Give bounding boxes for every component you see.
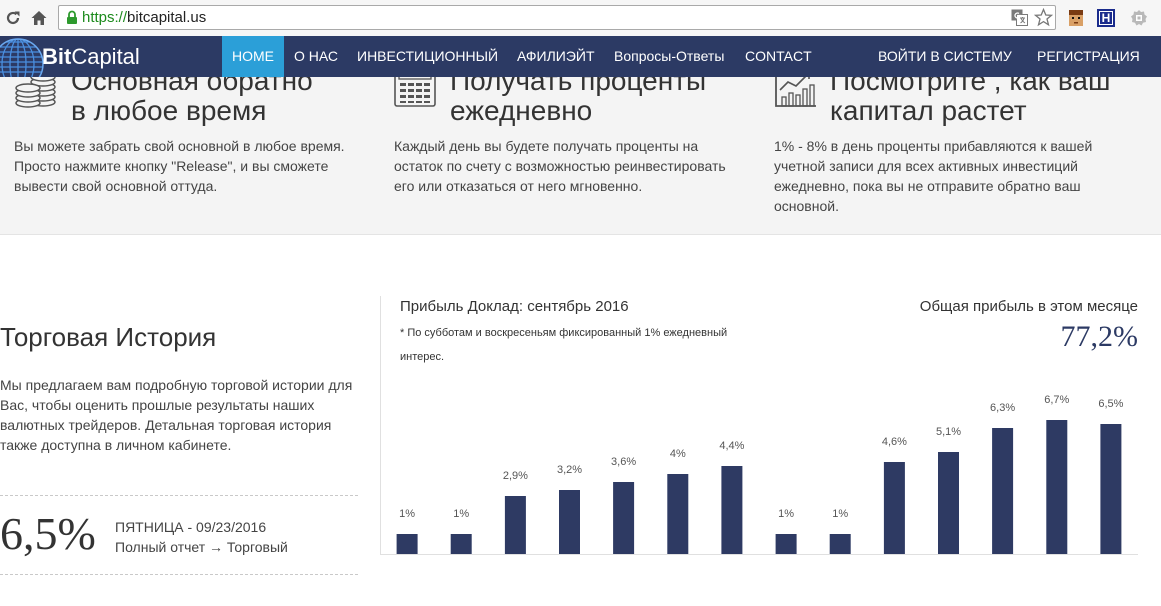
chart-value-label: 6,3% <box>990 402 1015 414</box>
browser-toolbar: https://bitcapital.us H <box>0 0 1161 36</box>
chart-bar <box>775 534 797 554</box>
divider <box>0 574 358 575</box>
nav-login[interactable]: ВОЙТИ В СИСТЕМУ <box>878 48 1012 64</box>
chart-bar <box>504 496 526 554</box>
chart-value-label: 1% <box>832 508 848 520</box>
feature-text-line: остаток по счету с возможностью реинвест… <box>394 158 726 174</box>
brand-logo[interactable]: BitCapital <box>0 36 150 90</box>
lock-icon[interactable] <box>65 10 79 25</box>
chart-value-label: 3,2% <box>557 464 582 476</box>
feature-description: Каждый день вы будете получать проценты … <box>394 136 726 196</box>
chart-value-label: 4% <box>670 448 686 460</box>
report-note: * По субботам и воскресеньям фиксированн… <box>400 321 727 369</box>
chart-value-label: 2,9% <box>503 470 528 482</box>
chart-value-label: 6,7% <box>1044 394 1069 406</box>
chart-value-label: 1% <box>453 508 469 520</box>
chart-baseline <box>380 554 1138 555</box>
chart-bar <box>1100 424 1122 554</box>
feature-text-line: вывести свой основной оттуда. <box>14 178 218 194</box>
trading-text-line: Мы предлагаем вам подробную торговой ист… <box>0 377 353 393</box>
trading-text-line: валютных трейдеров. Детальная торговая и… <box>0 417 332 433</box>
nav-faq[interactable]: Вопросы-Ответы <box>614 48 725 64</box>
main-navbar: BitCapital HOME О НАС ИНВЕСТИЦИОННЫЙ АФИ… <box>0 36 1161 90</box>
nav-investment[interactable]: ИНВЕСТИЦИОННЫЙ <box>357 48 499 64</box>
chart-bar <box>938 452 959 554</box>
globe-logo-icon <box>0 36 46 90</box>
chart-value-label: 6,5% <box>1098 398 1123 410</box>
full-report-link[interactable]: Полный отчет → Торговый <box>115 539 288 555</box>
feature-daily-interest: Получать проценты ежедневно Каждый день … <box>393 36 773 234</box>
profit-bar-chart: 1% 1% 2,9% 3,2% 3,6% 4% 4,4% 1% 1% 4,6% 5,1% 6,3% 6,… <box>396 394 1124 554</box>
chart-bar <box>829 534 851 554</box>
brand-name-regular: Capital <box>71 44 140 69</box>
chart-bar <box>721 466 743 554</box>
trading-text-line: Вас, чтобы оценить прошлые результаты на… <box>0 397 315 413</box>
feature-description: Вы можете забрать свой основной в любое … <box>14 136 345 196</box>
translate-icon[interactable] <box>1011 9 1028 26</box>
trading-text-line: также доступна в личном кабинете. <box>0 437 232 453</box>
address-bar[interactable]: https://bitcapital.us <box>58 5 1056 30</box>
feature-title-line: капитал растет <box>830 95 1027 126</box>
report-note-line: * По субботам и воскресеньям фиксированн… <box>400 327 728 339</box>
chart-value-label: 1% <box>778 508 794 520</box>
url-text[interactable]: https://bitcapital.us <box>82 6 206 29</box>
feature-text-line: 1% - 8% в день проценты прибавляются к в… <box>774 138 1093 154</box>
brand-name: BitCapital <box>42 36 140 77</box>
url-host: bitcapital.us <box>127 9 207 26</box>
nav-register[interactable]: РЕГИСТРАЦИЯ <box>1037 48 1140 64</box>
report-title: Прибыль Доклад: сентябрь 2016 <box>400 298 629 315</box>
feature-text-line: учетной записи для всех активных инвести… <box>774 158 1078 174</box>
feature-text-line: Просто нажмите кнопку "Release", и вы см… <box>14 158 329 174</box>
feature-text-line: основной. <box>774 198 839 214</box>
chart-bar <box>667 474 689 554</box>
nav-home[interactable]: HOME <box>222 36 284 77</box>
reload-icon[interactable] <box>4 9 22 27</box>
latest-profit-date: ПЯТНИЦА - 09/23/2016 <box>115 519 267 535</box>
h-extension-icon[interactable]: H <box>1097 9 1115 27</box>
chart-bar <box>883 462 905 554</box>
feature-text-line: его или отказаться от него мгновенно. <box>394 178 643 194</box>
brand-name-bold: Bit <box>42 44 72 69</box>
chart-value-label: 4,6% <box>882 436 907 448</box>
feature-text-line: ежедневно, пока вы не отправите обратно … <box>774 178 1081 194</box>
feature-title-line: в любое время <box>71 95 267 126</box>
face-extension-icon[interactable] <box>1066 8 1086 28</box>
latest-profit-value: 6,5% <box>0 508 96 559</box>
chart-bar <box>992 428 1014 554</box>
chart-value-label: 3,6% <box>611 456 636 468</box>
feature-text-line: Каждый день вы будете получать проценты … <box>394 138 699 154</box>
gray-extension-icon[interactable] <box>1129 8 1149 28</box>
chart-value-label: 4,4% <box>719 440 744 452</box>
feature-description: 1% - 8% в день проценты прибавляются к в… <box>774 136 1092 216</box>
chart-bar <box>613 482 635 554</box>
feature-text-line: Вы можете забрать свой основной в любое … <box>14 138 345 154</box>
chart-bar <box>396 534 418 554</box>
chart-bar <box>450 534 472 554</box>
monthly-total-value: 77,2% <box>1060 320 1139 353</box>
chart-value-label: 1% <box>399 508 415 520</box>
monthly-total-label: Общая прибыль в этом месяце <box>919 298 1138 315</box>
report-divider <box>380 296 381 554</box>
trading-history-title: Торговая История <box>0 322 217 352</box>
divider <box>0 495 358 496</box>
chart-value-label: 5,1% <box>936 426 961 438</box>
url-scheme: https:// <box>82 9 128 26</box>
home-icon[interactable] <box>30 9 48 27</box>
chart-bar <box>1046 420 1068 554</box>
nav-affiliate[interactable]: АФИЛИЭЙТ <box>517 48 595 64</box>
trading-history-description: Мы предлагаем вам подробную торговой ист… <box>0 375 352 455</box>
nav-about[interactable]: О НАС <box>294 48 339 64</box>
feature-principal-withdraw: Основная обратно в любое время Вы можете… <box>14 36 394 234</box>
chart-bar <box>559 490 580 554</box>
star-icon[interactable] <box>1033 7 1054 27</box>
report-note-line: интерес. <box>400 351 445 363</box>
nav-contact[interactable]: CONTACT <box>745 48 812 64</box>
feature-title-line: ежедневно <box>450 95 593 126</box>
